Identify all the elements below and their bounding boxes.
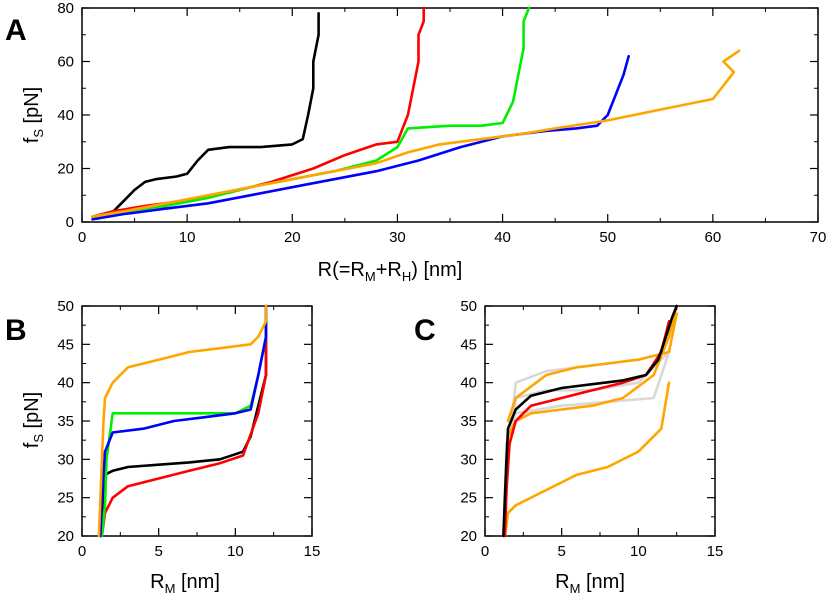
ticks-b: 0 5 10 15 20 25 30 35 40 45 50 <box>57 298 320 560</box>
series-line-c-3 <box>503 304 679 538</box>
x-tick-label-b-3: 15 <box>304 543 321 560</box>
y-axis-label-a: fS [pN] <box>21 87 46 143</box>
series-line-a-4 <box>91 49 741 218</box>
series-group-b <box>97 304 268 538</box>
y-tick-label-a-4: 80 <box>57 0 74 17</box>
series-line-c-7 <box>502 304 679 538</box>
y-tick-label-b-5: 45 <box>57 336 74 353</box>
y-tick-label-a-3: 60 <box>57 54 74 71</box>
y-tick-label-c-3: 35 <box>460 413 477 430</box>
y-tick-label-b-4: 40 <box>57 375 74 392</box>
series-line-c-4 <box>503 381 671 538</box>
y-tick-label-c-2: 30 <box>460 451 477 468</box>
panel-a: A 0 10 20 30 40 50 60 70 0 20 40 60 80 R(=RM+RH) [nm… <box>5 0 826 284</box>
series-line-c-5 <box>506 312 679 423</box>
y-tick-label-c-1: 25 <box>460 490 477 507</box>
y-tick-label-c-5: 45 <box>460 336 477 353</box>
series-line-b-1 <box>100 304 268 538</box>
y-tick-label-a-1: 20 <box>57 161 74 178</box>
series-line-c-6 <box>503 319 671 538</box>
y-tick-label-b-1: 25 <box>57 490 74 507</box>
series-line-b-3 <box>99 304 268 538</box>
y-tick-label-a-0: 0 <box>66 214 74 231</box>
y-tick-label-c-6: 50 <box>460 298 477 315</box>
panel-letter-c: C <box>414 314 436 347</box>
x-tick-label-a-6: 60 <box>705 229 722 246</box>
y-tick-label-c-4: 40 <box>460 375 477 392</box>
x-tick-label-a-1: 10 <box>179 229 196 246</box>
series-group-a <box>91 6 741 221</box>
plot-frame-b <box>81 305 313 537</box>
x-tick-label-a-4: 40 <box>494 229 511 246</box>
y-tick-label-a-2: 40 <box>57 107 74 124</box>
x-tick-label-b-2: 10 <box>227 543 244 560</box>
panel-letter-b: B <box>5 314 27 347</box>
y-tick-label-b-0: 20 <box>57 528 74 545</box>
x-tick-label-a-3: 30 <box>389 229 406 246</box>
x-tick-label-a-0: 0 <box>78 229 86 246</box>
x-tick-label-a-5: 50 <box>599 229 616 246</box>
x-tick-label-b-0: 0 <box>78 543 86 560</box>
x-tick-label-c-3: 15 <box>707 543 724 560</box>
y-tick-label-c-0: 20 <box>460 528 477 545</box>
ticks-c: 0 5 10 15 20 25 30 35 40 45 50 <box>460 298 723 560</box>
y-tick-label-b-3: 35 <box>57 413 74 430</box>
x-tick-label-a-7: 70 <box>810 229 827 246</box>
ticks-a: 0 10 20 30 40 50 60 70 0 20 40 60 80 <box>57 0 826 246</box>
series-line-a-0 <box>91 12 320 218</box>
series-line-a-3 <box>91 54 631 221</box>
x-axis-label-c: RM [nm] <box>555 571 625 596</box>
x-axis-label-b: RM [nm] <box>150 571 220 596</box>
y-tick-label-b-6: 50 <box>57 298 74 315</box>
x-tick-label-c-0: 0 <box>481 543 489 560</box>
series-line-c-0 <box>502 350 671 538</box>
plot-frame-c <box>484 305 716 537</box>
panel-b: B 0 5 10 15 20 25 30 35 40 45 50 RM [nm] fS [pN] <box>5 298 320 596</box>
y-axis-label-b: fS [pN] <box>21 392 46 448</box>
x-tick-label-a-2: 20 <box>284 229 301 246</box>
panel-c: C 0 5 10 15 20 25 30 35 40 45 50 RM [nm] <box>414 298 723 596</box>
series-group-c <box>502 304 679 538</box>
series-line-c-1 <box>502 350 671 538</box>
series-line-a-2 <box>91 6 531 218</box>
series-line-c-2 <box>502 350 671 538</box>
panel-letter-a: A <box>5 14 27 47</box>
x-axis-label-a: R(=RM+RH) [nm] <box>318 259 463 284</box>
x-tick-label-b-1: 5 <box>154 543 162 560</box>
x-tick-label-c-1: 5 <box>557 543 565 560</box>
plot-frame-a <box>81 7 819 223</box>
y-tick-label-b-2: 30 <box>57 451 74 468</box>
series-line-b-4 <box>97 304 268 538</box>
x-tick-label-c-2: 10 <box>630 543 647 560</box>
